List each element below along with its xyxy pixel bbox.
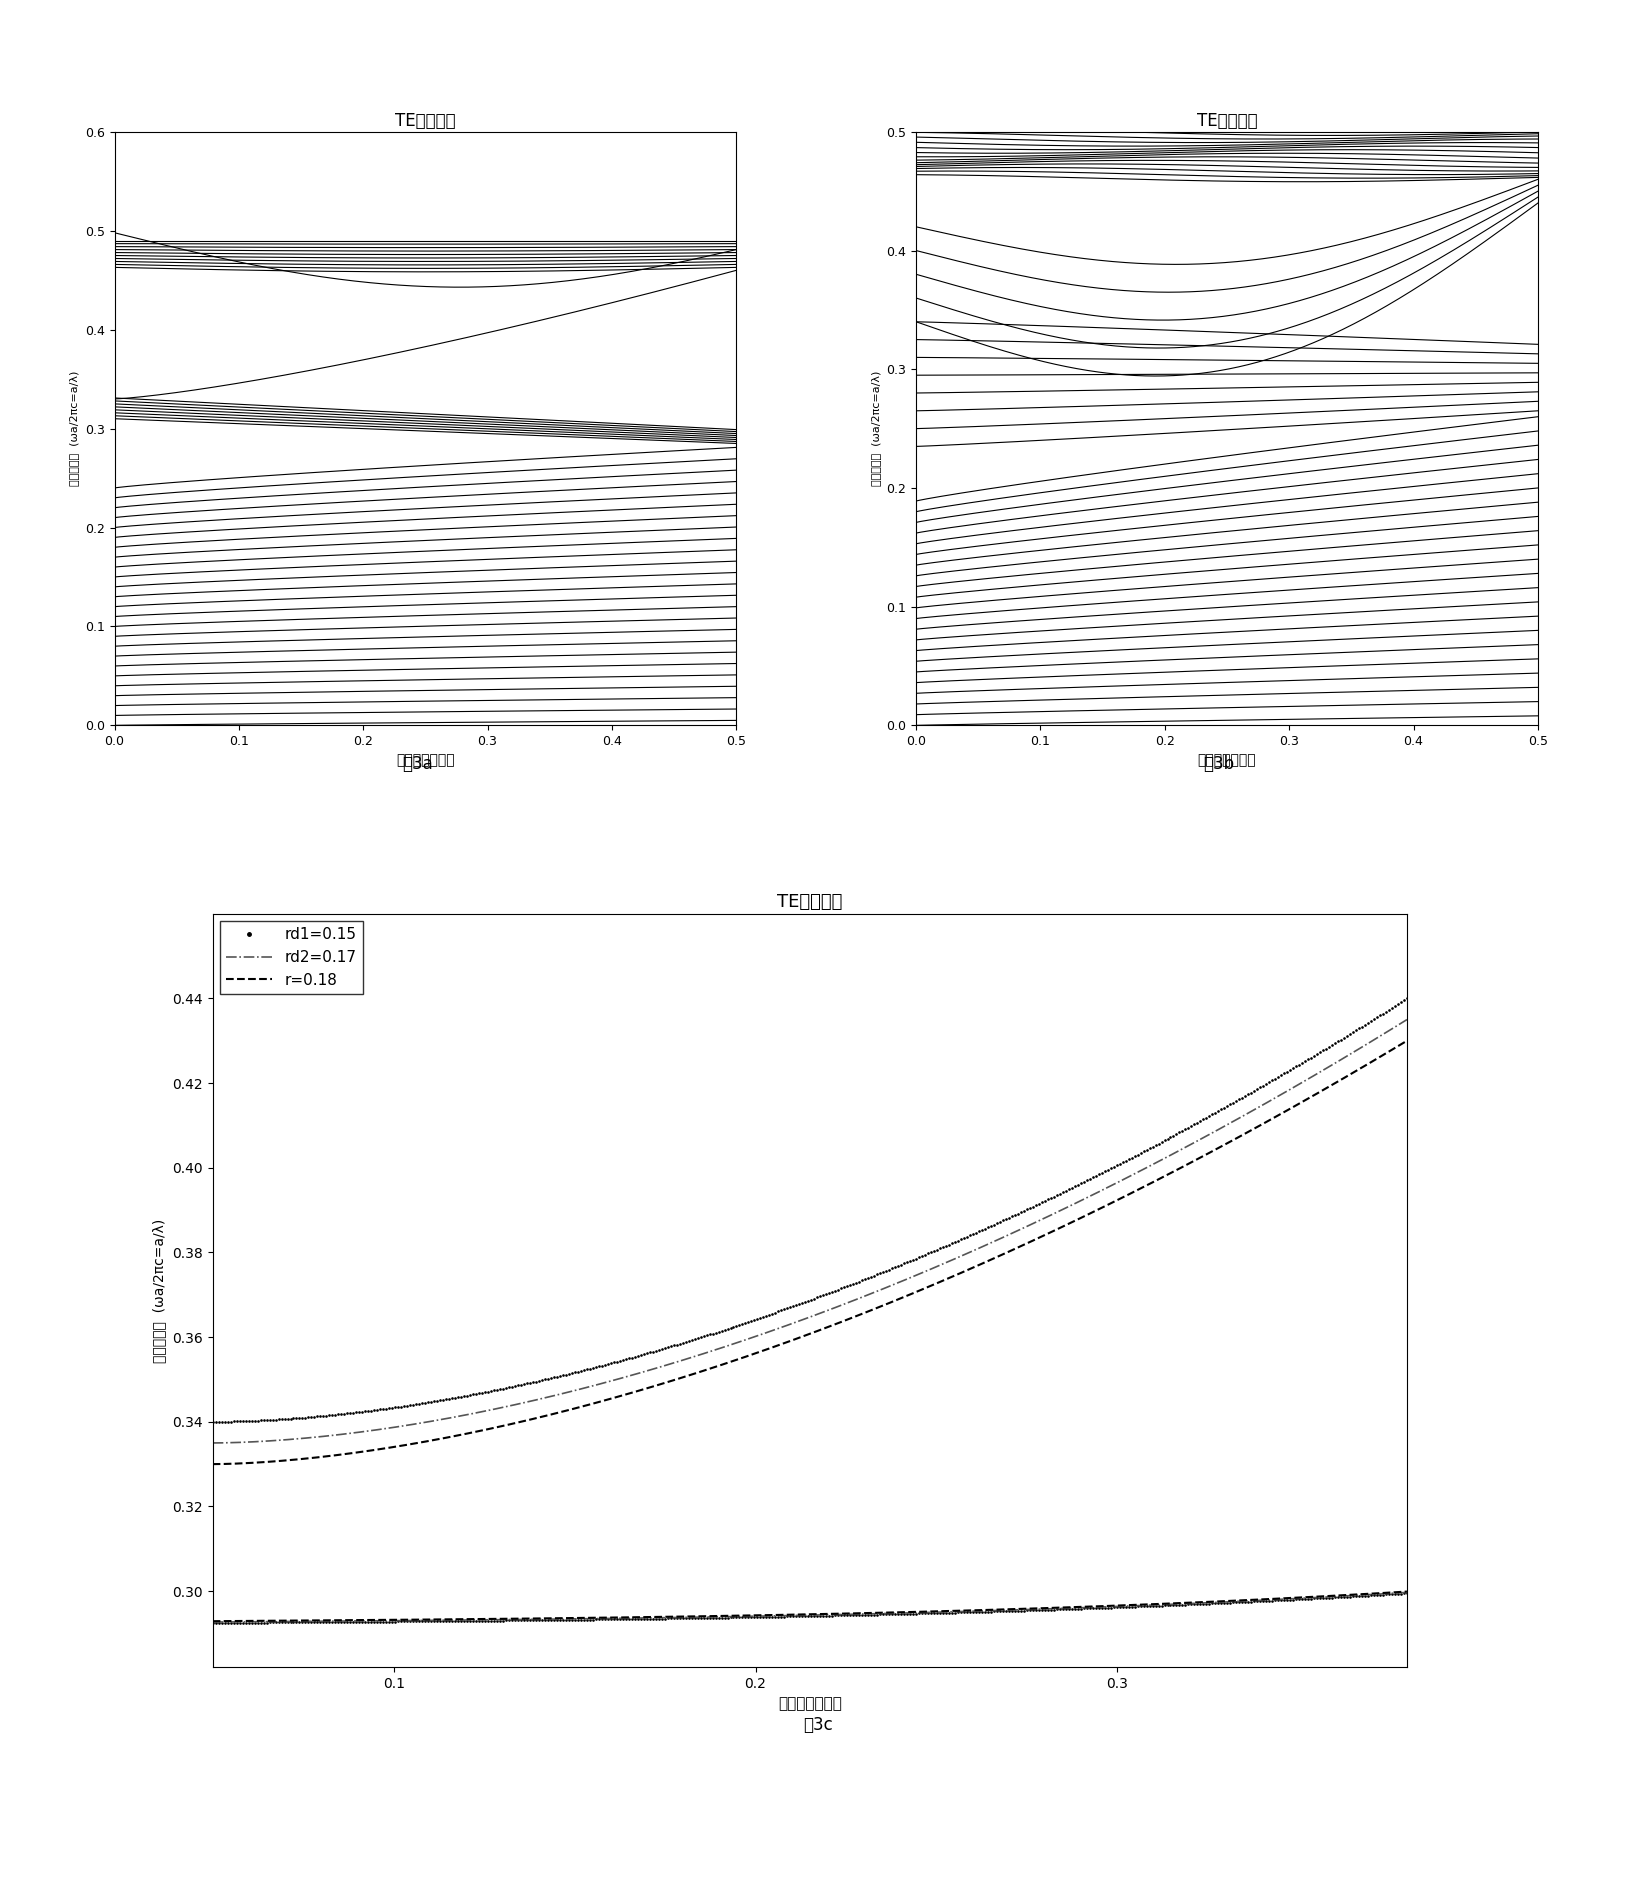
rd1=0.15 [347, 1402, 366, 1424]
rd2=0.17 [592, 1372, 612, 1394]
rd2=0.17 [954, 1243, 973, 1266]
rd2=0.17 [1072, 1189, 1091, 1211]
rd1=0.15 [592, 1355, 612, 1377]
r=0.18 [347, 1441, 366, 1464]
Title: TE模带隙图: TE模带隙图 [394, 113, 456, 130]
Legend: rd1=0.15, rd2=0.17, r=0.18: rd1=0.15, rd2=0.17, r=0.18 [221, 921, 363, 995]
Text: 图3a: 图3a [402, 755, 432, 772]
rd2=0.17 [347, 1421, 366, 1443]
rd1=0.15 [203, 1411, 222, 1434]
X-axis label: 归一化传播常数: 归一化传播常数 [396, 754, 455, 767]
Text: 图3b: 图3b [1202, 755, 1235, 772]
Title: TE模带隙图: TE模带隙图 [1196, 113, 1258, 130]
Y-axis label: 归一化频率  (ωa/2πc=a/λ): 归一化频率 (ωa/2πc=a/λ) [152, 1219, 167, 1362]
rd1=0.15 [954, 1226, 973, 1249]
Y-axis label: 归一化频率  (ωa/2πc=a/λ): 归一化频率 (ωa/2πc=a/λ) [69, 371, 79, 486]
r=0.18 [676, 1366, 695, 1389]
Title: TE模带隙图: TE模带隙图 [777, 893, 843, 910]
rd1=0.15 [676, 1330, 695, 1353]
rd2=0.17 [676, 1347, 695, 1370]
Line: rd1=0.15: rd1=0.15 [211, 997, 1409, 1422]
X-axis label: 归一化传播常数: 归一化传播常数 [1198, 754, 1256, 767]
rd1=0.15 [1397, 987, 1417, 1010]
r=0.18 [1072, 1206, 1091, 1228]
rd2=0.17 [203, 1432, 222, 1454]
r=0.18 [592, 1390, 612, 1413]
r=0.18 [954, 1260, 973, 1283]
rd1=0.15 [1065, 1176, 1085, 1198]
Y-axis label: 归一化频率  (ωa/2πc=a/λ): 归一化频率 (ωa/2πc=a/λ) [870, 371, 880, 486]
r=0.18 [203, 1453, 222, 1475]
rd1=0.15 [1072, 1172, 1091, 1194]
r=0.18 [1065, 1210, 1085, 1232]
X-axis label: 归一化传播常数: 归一化传播常数 [777, 1697, 843, 1713]
Line: r=0.18: r=0.18 [213, 1040, 1407, 1464]
Text: 图3c: 图3c [803, 1716, 833, 1733]
Line: rd2=0.17: rd2=0.17 [213, 1019, 1407, 1443]
rd2=0.17 [1397, 1008, 1417, 1031]
r=0.18 [1397, 1029, 1417, 1051]
rd2=0.17 [1065, 1193, 1085, 1215]
